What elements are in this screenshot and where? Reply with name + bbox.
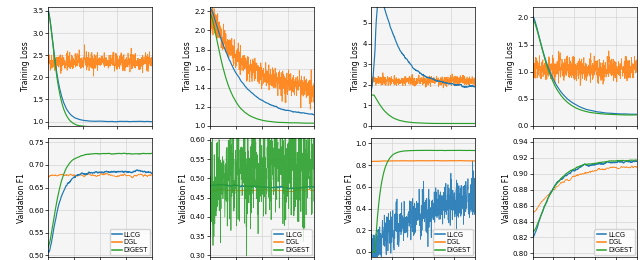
Y-axis label: Validation F1: Validation F1 bbox=[502, 173, 511, 223]
Legend: LLCG, DGL, DIGEST: LLCG, DGL, DIGEST bbox=[595, 229, 635, 255]
Y-axis label: Validation F1: Validation F1 bbox=[17, 173, 26, 223]
Y-axis label: Validation F1: Validation F1 bbox=[344, 173, 353, 223]
Y-axis label: Validation F1: Validation F1 bbox=[179, 173, 188, 223]
Y-axis label: Training Loss: Training Loss bbox=[506, 41, 515, 91]
Y-axis label: Training Loss: Training Loss bbox=[351, 41, 360, 91]
Y-axis label: Training Loss: Training Loss bbox=[183, 41, 192, 91]
Y-axis label: Training Loss: Training Loss bbox=[22, 41, 31, 91]
Legend: LLCG, DGL, DIGEST: LLCG, DGL, DIGEST bbox=[271, 229, 312, 255]
Legend: LLCG, DGL, DIGEST: LLCG, DGL, DIGEST bbox=[110, 229, 150, 255]
Legend: LLCG, DGL, DIGEST: LLCG, DGL, DIGEST bbox=[433, 229, 473, 255]
